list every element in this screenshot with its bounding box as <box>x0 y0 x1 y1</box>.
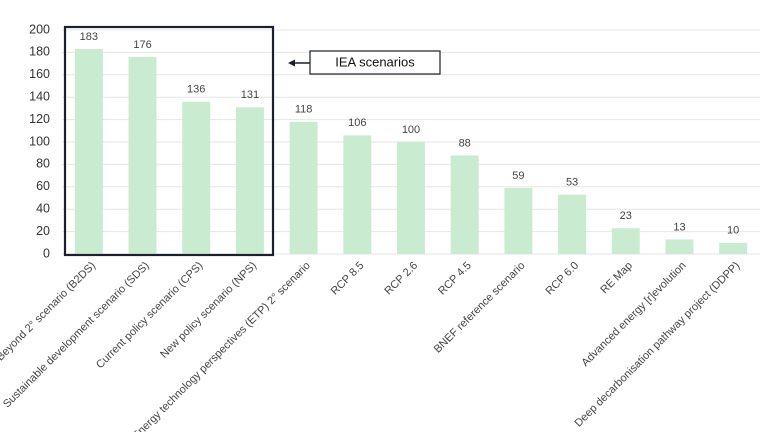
annotation-box <box>309 50 441 75</box>
bar <box>235 107 264 254</box>
x-tick-label: Current policy scenario (CPS) <box>94 260 205 371</box>
x-tick-label: RCP 2.6 <box>382 260 420 298</box>
y-tick-label: 180 <box>29 45 50 59</box>
value-label: 118 <box>295 104 313 116</box>
bar <box>665 239 694 254</box>
value-label: 100 <box>402 124 420 136</box>
x-tick-label: New policy scenario (NPS) <box>158 260 259 361</box>
y-tick-label: 20 <box>36 224 50 238</box>
highlight-box <box>63 25 275 257</box>
y-tick-label: 140 <box>29 89 50 103</box>
bar <box>504 187 533 254</box>
bar <box>397 142 425 254</box>
bar <box>289 121 318 254</box>
value-label: 106 <box>348 117 366 129</box>
y-tick-label: 0 <box>43 246 50 260</box>
y-tick-label: 100 <box>29 134 50 148</box>
bar <box>343 135 372 254</box>
value-label: 53 <box>566 177 578 189</box>
bar <box>182 101 211 255</box>
bar <box>74 49 103 254</box>
x-tick-label: RCP 4.5 <box>436 260 474 298</box>
y-tick-label: 120 <box>29 112 50 126</box>
bar <box>719 242 748 254</box>
y-tick-label: 60 <box>36 179 50 193</box>
y-tick-label: 160 <box>29 67 50 81</box>
bar <box>128 56 157 254</box>
bar <box>558 194 587 254</box>
y-tick-label: 80 <box>36 157 50 171</box>
x-tick-label: RCP 8.5 <box>329 260 367 298</box>
y-tick-label: 200 <box>29 22 50 36</box>
arrow-head <box>288 59 295 67</box>
x-tick-label: RE Map <box>598 260 635 297</box>
x-tick-label: RCP 6.0 <box>544 260 582 298</box>
x-tick-label: Beyond 2° scenario (B2DS) <box>0 260 98 364</box>
value-label: 13 <box>673 221 685 233</box>
x-tick-label: Advanced energy [r]evolution <box>579 260 688 369</box>
bar <box>611 228 640 254</box>
y-tick-label: 40 <box>36 201 50 215</box>
x-tick-label: BNEF reference scenario <box>432 260 528 356</box>
value-label: 10 <box>727 225 739 237</box>
value-label: 131 <box>241 89 259 101</box>
annotation: IEA scenarios <box>335 54 415 69</box>
value-label: 136 <box>187 84 205 96</box>
bar <box>450 155 479 254</box>
value-label: 88 <box>459 137 471 149</box>
value-label: 176 <box>133 39 151 51</box>
x-tick-label: Energy technology perspectives (ETP) 2° … <box>130 260 312 432</box>
value-label: 23 <box>620 210 632 222</box>
value-label: 183 <box>80 31 98 43</box>
value-label: 59 <box>512 170 524 182</box>
